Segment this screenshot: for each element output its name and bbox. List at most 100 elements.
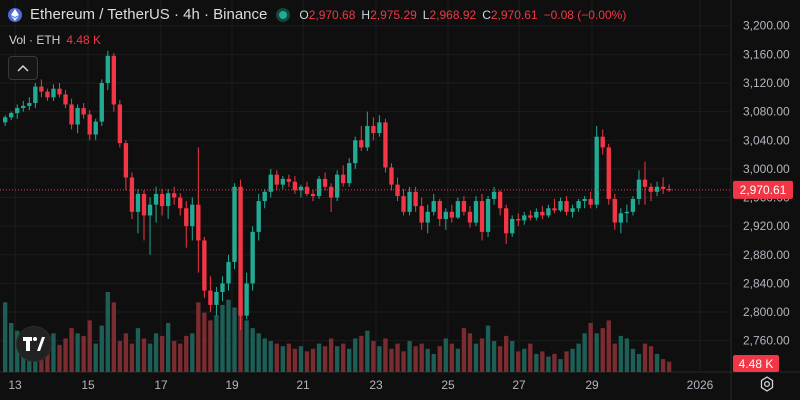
candle-body[interactable] (286, 178, 292, 182)
candle-body[interactable] (455, 201, 461, 218)
candle-body[interactable] (262, 191, 267, 202)
candle-body[interactable] (214, 292, 219, 305)
candle-body[interactable] (600, 136, 605, 148)
candle-body[interactable] (280, 178, 286, 185)
candle-body[interactable] (558, 201, 563, 211)
candle-body[interactable] (33, 86, 38, 104)
candle-body[interactable] (69, 104, 74, 125)
candle-body[interactable] (564, 201, 569, 212)
candle-body[interactable] (322, 178, 328, 187)
candle-body[interactable] (431, 201, 436, 212)
candle-body[interactable] (15, 108, 20, 114)
candle-body[interactable] (630, 198, 636, 212)
candle-body[interactable] (9, 113, 14, 118)
candle-body[interactable] (87, 114, 92, 135)
candle-body[interactable] (238, 186, 243, 316)
candle-body[interactable] (449, 211, 455, 218)
candle-body[interactable] (540, 211, 545, 216)
candle-body[interactable] (467, 211, 473, 223)
candle-body[interactable] (648, 186, 654, 192)
candle-body[interactable] (582, 198, 587, 202)
candle-body[interactable] (256, 201, 261, 232)
candle-body[interactable] (461, 201, 467, 212)
candle-body[interactable] (111, 55, 116, 105)
candle-body[interactable] (594, 136, 599, 205)
collapse-legend-button[interactable] (8, 56, 38, 80)
candle-body[interactable] (377, 122, 382, 134)
candle-body[interactable] (135, 193, 141, 212)
candle-body[interactable] (99, 82, 104, 122)
candle-body[interactable] (636, 179, 642, 199)
candle-body[interactable] (660, 186, 666, 189)
candle-body[interactable] (75, 108, 80, 125)
candle-body[interactable] (3, 117, 8, 123)
candle-body[interactable] (298, 186, 304, 191)
candle-body[interactable] (147, 204, 153, 216)
candle-body[interactable] (359, 140, 364, 148)
candle-body[interactable] (123, 143, 129, 178)
candle-body[interactable] (413, 191, 418, 207)
tradingview-logo[interactable] (16, 326, 52, 362)
candle-body[interactable] (401, 196, 406, 212)
candle-body[interactable] (141, 193, 147, 216)
candle-body[interactable] (341, 174, 346, 184)
candle-body[interactable] (274, 174, 279, 185)
candle-body[interactable] (389, 167, 394, 185)
candle-body[interactable] (365, 125, 370, 148)
candle-body[interactable] (226, 261, 231, 284)
candle-body[interactable] (437, 201, 442, 219)
candle-body[interactable] (546, 208, 551, 216)
candle-body[interactable] (491, 191, 497, 199)
candle-body[interactable] (347, 163, 352, 184)
candle-body[interactable] (220, 283, 225, 293)
candle-body[interactable] (129, 177, 135, 212)
candle-body[interactable] (570, 208, 575, 212)
candle-body[interactable] (190, 204, 195, 227)
candle-body[interactable] (51, 88, 56, 98)
candle-body[interactable] (105, 55, 110, 83)
candle-body[interactable] (232, 186, 237, 262)
candle-body[interactable] (316, 178, 322, 197)
candle-body[interactable] (407, 191, 412, 212)
candle-body[interactable] (57, 88, 62, 95)
candle-body[interactable] (172, 193, 177, 198)
candle-body[interactable] (178, 197, 183, 209)
candle-body[interactable] (244, 283, 249, 316)
candle-body[interactable] (383, 122, 388, 168)
candle-body[interactable] (552, 208, 557, 211)
candle-body[interactable] (497, 191, 503, 209)
candle-body[interactable] (81, 108, 86, 115)
candle-body[interactable] (196, 204, 201, 241)
candle-body[interactable] (250, 231, 255, 284)
candle-body[interactable] (27, 103, 32, 106)
candle-body[interactable] (588, 198, 593, 205)
candle-body[interactable] (618, 213, 624, 223)
candle-body[interactable] (395, 184, 400, 197)
candle-body[interactable] (45, 91, 50, 98)
candle-body[interactable] (310, 193, 316, 197)
candle-body[interactable] (165, 193, 171, 207)
candle-body[interactable] (473, 201, 479, 223)
candle-body[interactable] (485, 198, 491, 232)
candle-body[interactable] (208, 290, 213, 305)
candle-body[interactable] (371, 125, 376, 134)
candle-body[interactable] (292, 181, 298, 191)
candle-body[interactable] (503, 208, 509, 234)
candle-body[interactable] (642, 179, 648, 187)
candle-body[interactable] (353, 140, 358, 164)
candle-body[interactable] (419, 206, 424, 223)
candle-body[interactable] (21, 105, 26, 109)
candle-body[interactable] (522, 215, 527, 221)
candle-body[interactable] (624, 211, 630, 214)
candle-body[interactable] (576, 201, 581, 209)
candle-body[interactable] (63, 94, 68, 105)
candle-body[interactable] (39, 86, 44, 92)
candle-body[interactable] (425, 211, 430, 223)
volume-legend[interactable]: Vol · ETH 4.48 K (9, 33, 101, 47)
candle-body[interactable] (202, 240, 207, 291)
chart-settings-button[interactable] (758, 375, 776, 393)
candle-body[interactable] (268, 174, 273, 192)
symbol-title[interactable]: Ethereum / TetherUS · 4h · Binance (30, 6, 268, 23)
